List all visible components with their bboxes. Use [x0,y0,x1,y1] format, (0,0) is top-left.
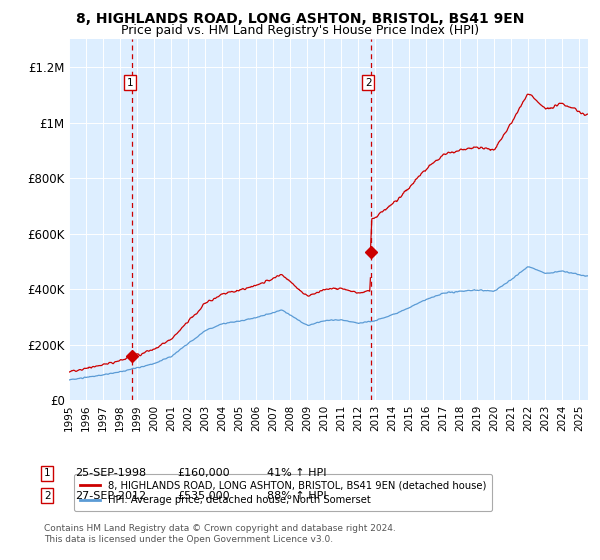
Text: 1: 1 [44,468,50,478]
Legend: 8, HIGHLANDS ROAD, LONG ASHTON, BRISTOL, BS41 9EN (detached house), HPI: Average: 8, HIGHLANDS ROAD, LONG ASHTON, BRISTOL,… [74,474,493,511]
Text: £160,000: £160,000 [177,468,230,478]
Text: 88% ↑ HPI: 88% ↑ HPI [267,491,326,501]
Text: 1: 1 [127,77,133,87]
Text: Contains HM Land Registry data © Crown copyright and database right 2024.
This d: Contains HM Land Registry data © Crown c… [44,524,395,544]
Text: 27-SEP-2012: 27-SEP-2012 [75,491,146,501]
Text: 8, HIGHLANDS ROAD, LONG ASHTON, BRISTOL, BS41 9EN: 8, HIGHLANDS ROAD, LONG ASHTON, BRISTOL,… [76,12,524,26]
Text: Price paid vs. HM Land Registry's House Price Index (HPI): Price paid vs. HM Land Registry's House … [121,24,479,37]
Text: 25-SEP-1998: 25-SEP-1998 [75,468,146,478]
Text: 2: 2 [44,491,50,501]
Text: 41% ↑ HPI: 41% ↑ HPI [267,468,326,478]
Text: £535,000: £535,000 [177,491,230,501]
Text: 2: 2 [365,77,371,87]
